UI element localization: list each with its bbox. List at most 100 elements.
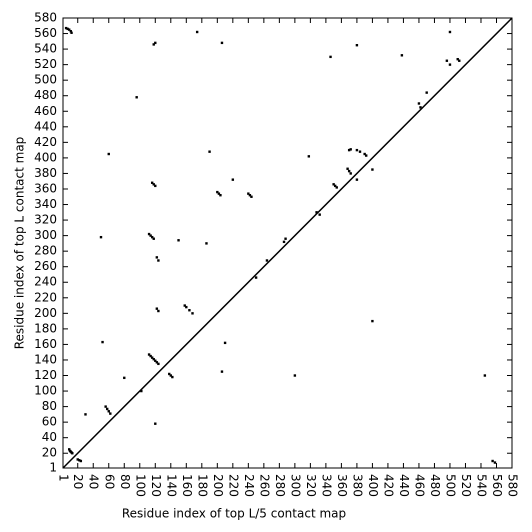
contact-point (307, 155, 311, 158)
x-tick-label: 460 (412, 474, 426, 497)
contact-point (250, 195, 253, 198)
contact-point (155, 307, 159, 310)
x-tick-label: 260 (257, 474, 271, 497)
y-tick-label: 40 (42, 430, 57, 444)
contact-point (493, 461, 497, 464)
contact-point (216, 190, 219, 194)
contact-point (346, 167, 349, 170)
contact-point (333, 184, 337, 188)
y-tick-label: 180 (34, 321, 57, 335)
contact-point (355, 148, 359, 152)
contact-point (149, 354, 152, 358)
contact-point (217, 192, 221, 195)
y-tick-label: 300 (34, 228, 57, 242)
y-tick-label: 380 (34, 166, 57, 180)
contact-point (491, 459, 494, 463)
contact-point (417, 102, 421, 105)
y-tick-label: 460 (34, 104, 57, 118)
x-tick-label: 120 (149, 474, 163, 497)
contact-point (104, 405, 107, 408)
contact-point (223, 341, 227, 345)
y-tick-label: 280 (34, 244, 57, 258)
contact-point (76, 458, 79, 461)
y-tick-label: 560 (34, 26, 57, 40)
x-tick-label: 160 (180, 474, 194, 497)
y-tick-label: 240 (34, 275, 57, 289)
contact-point (448, 30, 452, 34)
contact-point (157, 362, 160, 366)
y-tick-label: 120 (34, 368, 57, 382)
y-tick-label: 260 (34, 259, 57, 273)
contact-point (332, 183, 335, 186)
contact-point (349, 172, 352, 175)
contact-point (191, 312, 194, 315)
contact-point (150, 181, 154, 184)
contact-point (154, 41, 157, 45)
contact-point (84, 413, 87, 416)
contact-point (168, 372, 171, 376)
contact-point (365, 154, 368, 157)
contact-point (109, 412, 112, 415)
contact-point (147, 232, 151, 236)
x-tick-label: 60 (102, 474, 116, 489)
x-tick-label: 280 (273, 474, 287, 497)
contact-point (419, 106, 422, 109)
x-tick-label: 180 (195, 474, 209, 497)
contact-point (371, 319, 374, 323)
x-tick-label: 380 (350, 474, 364, 497)
contact-point (400, 54, 404, 57)
contact-point (154, 422, 157, 425)
contact-point (154, 359, 157, 362)
contact-point (69, 30, 72, 33)
contact-point (358, 150, 362, 153)
x-tick-label: 360 (335, 474, 349, 497)
contact-point (99, 235, 103, 239)
contact-point (425, 91, 428, 94)
contact-point (106, 407, 109, 411)
contact-point (135, 96, 138, 99)
x-tick-label: 540 (474, 474, 488, 497)
contact-point (177, 239, 180, 242)
x-tick-label: 300 (288, 474, 302, 497)
x-tick-label: 480 (428, 474, 442, 497)
contact-point (140, 389, 143, 393)
x-tick-label: 20 (71, 474, 85, 489)
x-tick-label: 400 (366, 474, 380, 497)
x-tick-label: 340 (319, 474, 333, 497)
contact-point (284, 237, 287, 240)
contact-point (154, 184, 157, 188)
contact-point (265, 259, 269, 262)
contact-point (247, 192, 250, 195)
contact-point (70, 31, 73, 34)
contact-point (152, 357, 155, 361)
contact-point (254, 276, 258, 279)
contact-point (363, 152, 366, 156)
contact-point (185, 305, 188, 309)
y-tick-label: 360 (34, 181, 57, 195)
contact-point (107, 152, 110, 156)
contact-point (220, 41, 224, 45)
contact-point (219, 194, 222, 197)
x-tick-label: 200 (211, 474, 225, 497)
contact-point (150, 235, 154, 239)
contact-point (248, 194, 252, 197)
plot-frame (62, 17, 513, 469)
contact-point (147, 353, 151, 356)
contact-point (66, 27, 69, 31)
x-tick-label: 100 (133, 474, 147, 497)
y-tick-label: 1 (49, 461, 57, 475)
y-tick-label: 60 (42, 415, 57, 429)
y-tick-label: 320 (34, 213, 57, 227)
x-tick-label: 220 (226, 474, 240, 497)
contact-point (155, 361, 159, 364)
contact-point (371, 168, 374, 171)
y-tick-label: 80 (42, 399, 57, 413)
y-tick-label: 440 (34, 119, 57, 133)
contact-point (347, 148, 351, 152)
contact-point (155, 256, 159, 259)
y-tick-label: 340 (34, 197, 57, 211)
y-tick-label: 160 (34, 337, 57, 351)
contact-point (183, 304, 186, 307)
contact-point (188, 309, 191, 312)
